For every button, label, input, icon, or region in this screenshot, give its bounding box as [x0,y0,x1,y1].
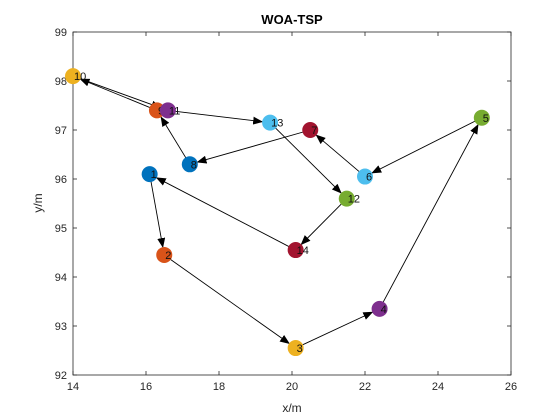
route-arrow-4-to-5 [379,123,479,310]
plot-area [72,31,512,376]
point-label-8: 8 [191,159,197,171]
point-3 [287,340,304,357]
y-tick-label: 97 [55,125,67,137]
x-tick-label: 26 [505,381,517,393]
point-label-1: 1 [151,169,157,181]
route-arrow-11-to-13 [167,109,264,125]
route-arrow-13-to-12 [269,122,342,194]
point-12 [338,190,355,207]
x-tick-label: 18 [213,381,225,393]
point-label-12: 12 [348,194,360,206]
point-label-3: 3 [297,343,303,355]
point-label-11: 11 [169,105,180,117]
y-axis-label: y/m [31,193,45,212]
route-arrow-12-to-14 [300,198,348,246]
point-14 [287,242,304,259]
y-tick-label: 98 [55,76,67,88]
route-arrow-2-to-3 [163,254,290,345]
point-5 [473,109,490,126]
route-arrow-5-to-6 [371,117,483,174]
route-arrow-3-to-4 [295,311,374,349]
point-8 [181,156,198,173]
point-11 [159,102,176,119]
y-tick-label: 95 [55,223,67,235]
point-label-7: 7 [311,125,317,137]
route-arrow-10-to-11 [72,75,162,109]
y-tick-label: 93 [55,321,67,333]
x-tick-label: 16 [140,381,152,393]
point-label-13: 13 [271,118,283,130]
y-tick-label: 99 [55,27,67,39]
point-4 [371,300,388,317]
route-points: 1234567891011121314 [65,68,490,357]
x-tick-label: 14 [67,381,79,393]
point-13 [262,114,279,131]
route-arrow-7-to-8 [196,129,311,164]
x-axis-label: x/m [282,401,301,415]
point-label-2: 2 [165,250,171,262]
route-arrow-9-to-10 [79,78,158,111]
point-7 [302,122,319,138]
x-tick-label: 22 [359,381,371,393]
x-tick-label: 20 [286,381,298,393]
point-10 [65,68,81,85]
y-tick-label: 92 [55,370,67,382]
x-tick-label: 24 [432,381,444,393]
point-6 [357,168,373,185]
route-arrow-1-to-2 [149,174,166,249]
route-arrows [72,75,483,349]
point-2 [156,246,173,263]
point-label-14: 14 [297,245,309,257]
route-arrow-8-to-9 [160,116,191,165]
point-label-4: 4 [381,304,387,316]
point-1 [141,166,158,183]
point-label-6: 6 [366,172,372,184]
chart-title: WOA-TSP [261,12,323,27]
route-arrow-14-to-1 [155,177,296,251]
route-arrow-6-to-7 [315,134,366,177]
point-9 [148,102,165,119]
point-label-5: 5 [483,113,489,125]
y-tick-label: 96 [55,174,67,186]
y-tick-label: 94 [55,272,67,284]
point-label-10: 10 [74,71,86,83]
